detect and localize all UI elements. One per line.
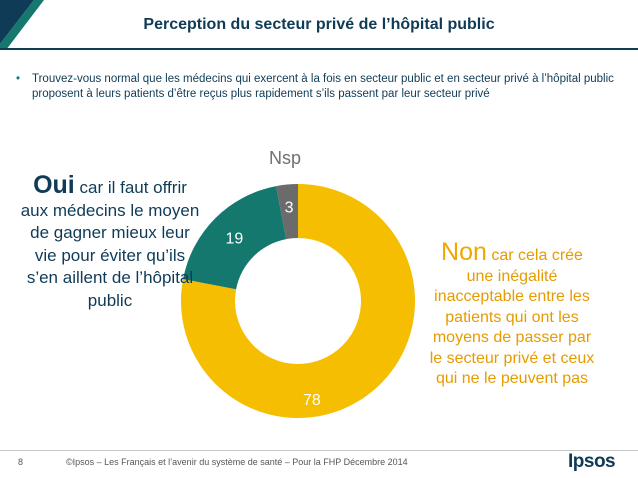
oui-text: car il faut offrir aux médecins le moyen… bbox=[20, 178, 200, 310]
nsp-label: Nsp bbox=[269, 148, 302, 168]
question-text: Trouvez-vous normal que les médecins qui… bbox=[32, 73, 614, 100]
donut-label-nsp: 3 bbox=[285, 199, 294, 216]
slide-title: Perception du secteur privé de l’hôpital… bbox=[143, 16, 495, 33]
title-rule bbox=[0, 48, 638, 50]
ipsos-logo: Ipsos bbox=[568, 451, 616, 472]
oui-word: Oui bbox=[33, 171, 75, 199]
non-word: Non bbox=[441, 238, 487, 266]
donut-slice-nsp bbox=[276, 184, 298, 240]
oui-annotation: Oui car il faut offrir aux médecins le m… bbox=[20, 171, 200, 312]
donut-label-non: 78 bbox=[303, 392, 321, 409]
corner-decoration bbox=[0, 0, 44, 50]
footer-divider bbox=[0, 450, 638, 451]
non-text: car cela crée une inégalité inacceptable… bbox=[429, 247, 595, 387]
donut-slice-oui bbox=[183, 186, 287, 290]
non-annotation: Non car cela crée une inégalité inaccept… bbox=[428, 240, 596, 390]
donut-slice-non bbox=[180, 184, 416, 419]
page-number: 8 bbox=[18, 457, 24, 467]
question-text-block: • Trouvez-vous normal que les médecins q… bbox=[16, 72, 616, 102]
donut-label-oui: 19 bbox=[225, 230, 243, 247]
footer-copyright: ©Ipsos – Les Français et l’avenir du sys… bbox=[66, 457, 408, 467]
bullet-icon: • bbox=[16, 73, 21, 85]
